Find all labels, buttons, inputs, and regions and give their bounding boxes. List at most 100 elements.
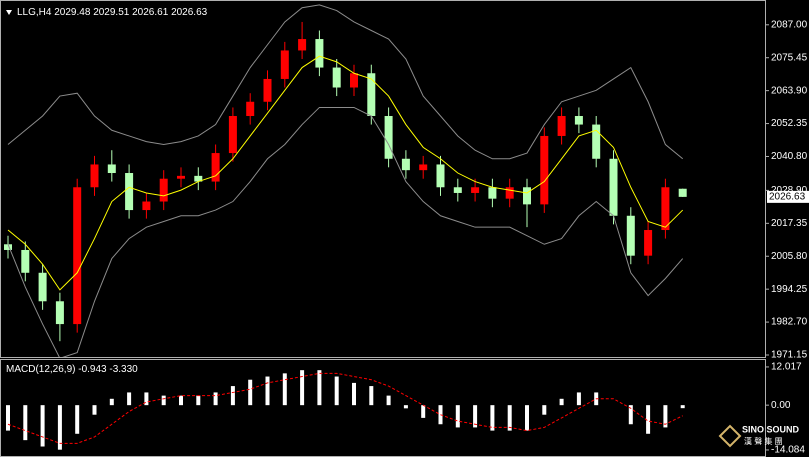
macd-bar bbox=[525, 405, 529, 431]
macd-bar bbox=[386, 395, 391, 406]
macd-bar bbox=[300, 370, 305, 406]
macd-bar bbox=[542, 405, 547, 415]
macd-value: -0.943 bbox=[78, 364, 107, 375]
candle-body bbox=[73, 187, 82, 325]
candle-body bbox=[4, 244, 12, 250]
macd-bar bbox=[282, 373, 287, 406]
y-tick-label: 2028.90 bbox=[771, 185, 808, 196]
y-tick-label: -14.084 bbox=[771, 445, 805, 456]
watermark: SINO SOUND 漢 聲 集 團 bbox=[718, 424, 800, 448]
candle-body bbox=[228, 116, 237, 154]
macd-bar bbox=[680, 405, 685, 409]
candle-body bbox=[557, 116, 566, 136]
macd-bar bbox=[421, 405, 426, 418]
candle-body bbox=[280, 50, 289, 79]
candle-body bbox=[626, 215, 635, 256]
macd-bar bbox=[40, 405, 45, 447]
macd-bar bbox=[317, 370, 322, 406]
candle-body bbox=[263, 78, 272, 102]
chart-header: LLG,H4 2029.48 2029.51 2026.61 2026.63 bbox=[17, 7, 208, 18]
macd-bar bbox=[213, 392, 218, 406]
macd-bar bbox=[92, 405, 97, 415]
y-tick-label: 2017.35 bbox=[771, 218, 808, 229]
high: 2029.51 bbox=[93, 7, 130, 18]
plot bbox=[6, 370, 685, 450]
candle-body bbox=[644, 230, 653, 256]
candle-body bbox=[523, 187, 531, 205]
candle-body bbox=[661, 187, 670, 231]
macd-bar bbox=[646, 405, 651, 434]
open: 2029.48 bbox=[54, 7, 91, 18]
low: 2026.61 bbox=[132, 7, 169, 18]
candle-body bbox=[159, 178, 168, 202]
y-tick-label: 2052.35 bbox=[771, 118, 808, 129]
candle-body bbox=[107, 164, 116, 174]
signal-value: -3.330 bbox=[109, 364, 138, 375]
macd-bar bbox=[352, 382, 356, 406]
y-tick-label: 0.00 bbox=[771, 400, 791, 411]
candle-body bbox=[419, 164, 428, 171]
macd-bar bbox=[369, 386, 374, 406]
y-tick-label: 1971.15 bbox=[771, 350, 808, 361]
candle-body bbox=[678, 188, 687, 197]
candle-body bbox=[125, 173, 134, 211]
macd-bar bbox=[663, 405, 668, 428]
macd-bar bbox=[161, 395, 166, 406]
logo bbox=[718, 424, 742, 448]
brand-sub: 漢 聲 集 團 bbox=[744, 436, 783, 446]
y-tick-label: 12.017 bbox=[771, 362, 802, 373]
candle-body bbox=[350, 73, 358, 88]
candle-body bbox=[315, 39, 324, 68]
price-frame bbox=[0, 0, 766, 358]
candle-body bbox=[488, 187, 497, 199]
y-tick-label: 2087.00 bbox=[771, 19, 808, 30]
macd-bar bbox=[144, 392, 149, 406]
macd-bar bbox=[196, 395, 201, 406]
y-tick-label: 2005.80 bbox=[771, 251, 808, 262]
macd-bar bbox=[109, 398, 114, 406]
symbol: LLG,H4 bbox=[17, 7, 52, 18]
macd-bar bbox=[127, 392, 132, 406]
candle-body bbox=[246, 101, 255, 117]
macd-bar bbox=[23, 405, 28, 441]
candle-body bbox=[540, 135, 549, 205]
close: 2026.63 bbox=[171, 7, 208, 18]
macd-bar bbox=[559, 398, 564, 406]
menu-arrow[interactable] bbox=[6, 10, 12, 15]
candle-body bbox=[177, 175, 185, 179]
indicator-line bbox=[7, 55, 684, 291]
candle-body bbox=[298, 39, 307, 51]
signal-line bbox=[7, 372, 683, 444]
indicator-line bbox=[7, 106, 684, 357]
candle-body bbox=[592, 124, 601, 159]
y-tick-label: 2040.80 bbox=[771, 151, 808, 162]
y-tick-label: 2075.45 bbox=[771, 52, 808, 63]
macd-bar bbox=[455, 405, 460, 428]
macd-title: MACD(12,26,9) bbox=[6, 364, 75, 375]
candle-body bbox=[436, 164, 445, 188]
candle-body bbox=[609, 158, 618, 216]
candle-body bbox=[21, 249, 30, 273]
y-tick-label: 2063.90 bbox=[771, 85, 808, 96]
macd-bar bbox=[628, 405, 633, 425]
candle-body bbox=[142, 201, 151, 211]
candle-body bbox=[90, 164, 99, 188]
candle-body bbox=[505, 187, 514, 199]
y-tick-label: 1982.70 bbox=[771, 317, 808, 328]
y-tick-label: 1994.25 bbox=[771, 284, 808, 295]
macd-bar bbox=[6, 405, 10, 431]
macd-bar bbox=[576, 392, 581, 406]
price-tag bbox=[767, 190, 809, 203]
macd-bar bbox=[334, 376, 339, 406]
macd-bar bbox=[507, 405, 512, 431]
macd-bar bbox=[265, 376, 270, 406]
macd-bar bbox=[490, 405, 495, 431]
candle-body bbox=[38, 272, 47, 302]
macd-bar bbox=[75, 405, 80, 434]
macd-bar bbox=[230, 386, 235, 406]
candle-body bbox=[55, 301, 64, 325]
candle-body bbox=[332, 67, 341, 88]
